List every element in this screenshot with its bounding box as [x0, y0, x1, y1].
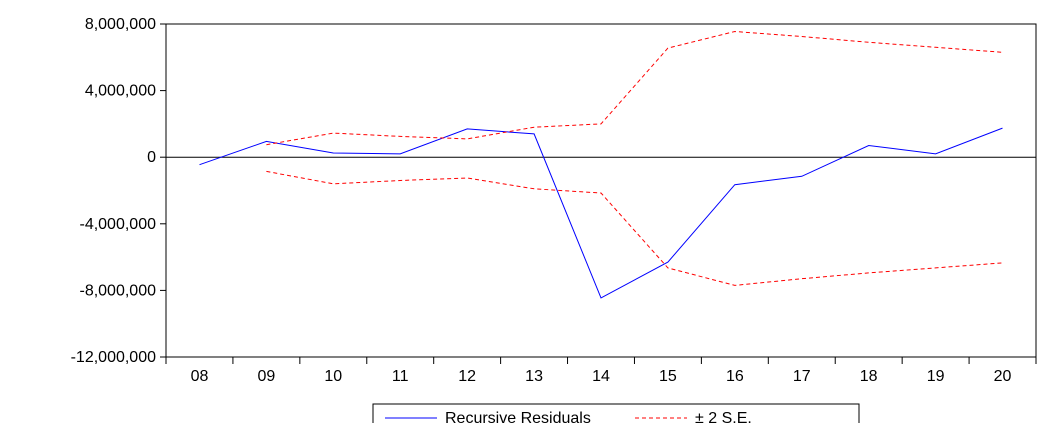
x-tick-label: 17	[793, 368, 811, 385]
legend: Recursive Residuals ± 2 S.E.	[372, 403, 860, 423]
legend-box	[372, 403, 860, 423]
legend-label-1: ± 2 S.E.	[695, 410, 752, 423]
x-tick-label: 20	[994, 368, 1012, 385]
plot-frame	[165, 23, 1037, 358]
x-tick-label: 11	[392, 368, 409, 385]
x-tick-label: 10	[324, 368, 342, 385]
x-tick-label: 18	[860, 368, 878, 385]
x-tick-label: 09	[257, 368, 275, 385]
y-tick-label: -8,000,000	[79, 282, 156, 299]
x-tick-label: 19	[927, 368, 945, 385]
series-line-0	[199, 127, 1003, 299]
y-tick-label: -4,000,000	[79, 216, 156, 233]
x-tick-label: 16	[726, 368, 744, 385]
plot-area: 8,000,000 4,000,000 0 -4,000,000 -8,000,000 -…	[71, 16, 1037, 385]
x-tick-label: 13	[525, 368, 543, 385]
y-tick-label: 8,000,000	[85, 16, 156, 33]
y-tick-label: -12,000,000	[71, 349, 157, 366]
series-line-1	[266, 30, 1003, 146]
x-tick-label: 15	[659, 368, 677, 385]
x-tick-label: 14	[592, 368, 610, 385]
y-tick-label: 4,000,000	[85, 83, 156, 100]
y-tick-label: 0	[147, 149, 156, 166]
series-line-2	[266, 170, 1003, 286]
x-tick-label: 08	[191, 368, 209, 385]
x-tick-label: 12	[458, 368, 476, 385]
legend-label-0: Recursive Residuals	[445, 410, 591, 423]
